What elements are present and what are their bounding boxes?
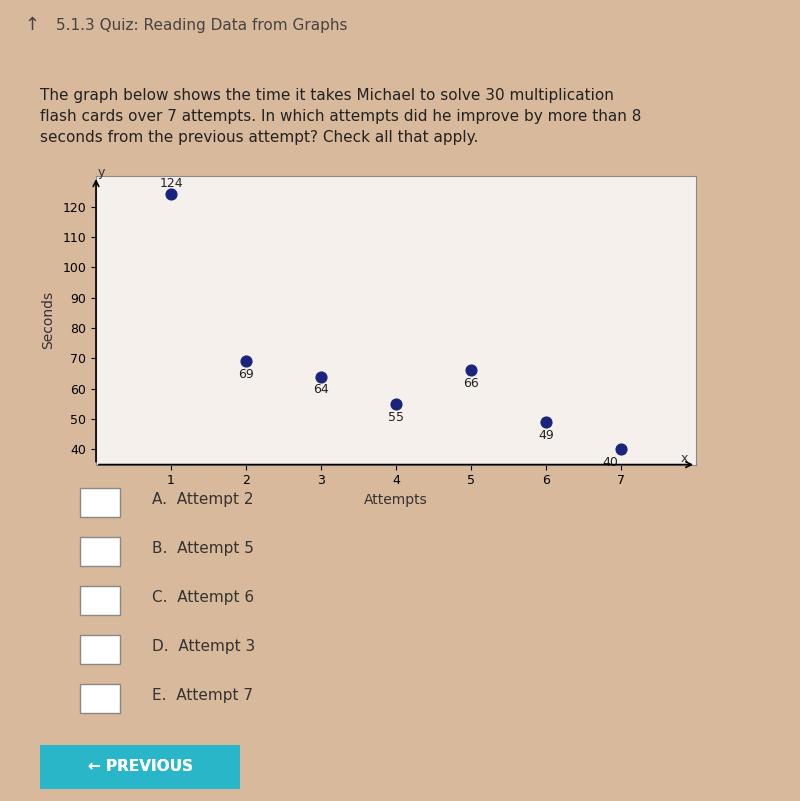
FancyBboxPatch shape <box>30 743 250 791</box>
Text: 55: 55 <box>388 411 404 424</box>
FancyBboxPatch shape <box>80 586 120 615</box>
Text: ← PREVIOUS: ← PREVIOUS <box>87 759 193 775</box>
Text: 66: 66 <box>463 377 479 390</box>
Point <box>390 397 402 410</box>
Text: D.  Attempt 3: D. Attempt 3 <box>152 639 255 654</box>
Point <box>465 364 478 377</box>
Text: 40: 40 <box>602 456 618 469</box>
X-axis label: Attempts: Attempts <box>364 493 428 507</box>
FancyBboxPatch shape <box>80 684 120 713</box>
Point <box>614 443 627 456</box>
Text: A.  Attempt 2: A. Attempt 2 <box>152 493 254 507</box>
Point <box>539 416 552 429</box>
Text: 49: 49 <box>538 429 554 442</box>
Text: 124: 124 <box>159 178 183 191</box>
Text: x: x <box>681 452 688 465</box>
Text: C.  Attempt 6: C. Attempt 6 <box>152 590 254 606</box>
Point <box>314 370 327 383</box>
FancyBboxPatch shape <box>80 489 120 517</box>
Text: 69: 69 <box>238 368 254 381</box>
Text: B.  Attempt 5: B. Attempt 5 <box>152 541 254 557</box>
Text: y: y <box>98 167 105 179</box>
Text: 64: 64 <box>313 383 329 396</box>
Text: ↑: ↑ <box>24 16 39 34</box>
Text: E.  Attempt 7: E. Attempt 7 <box>152 688 253 703</box>
Text: ← PREVIOUS: ← PREVIOUS <box>87 759 193 775</box>
Text: 5.1.3 Quiz: Reading Data from Graphs: 5.1.3 Quiz: Reading Data from Graphs <box>56 18 347 33</box>
FancyBboxPatch shape <box>80 635 120 664</box>
Point <box>240 355 253 368</box>
Text: The graph below shows the time it takes Michael to solve 30 multiplication
flash: The graph below shows the time it takes … <box>40 88 642 145</box>
Point <box>165 188 178 201</box>
Y-axis label: Seconds: Seconds <box>42 292 55 349</box>
FancyBboxPatch shape <box>80 537 120 566</box>
